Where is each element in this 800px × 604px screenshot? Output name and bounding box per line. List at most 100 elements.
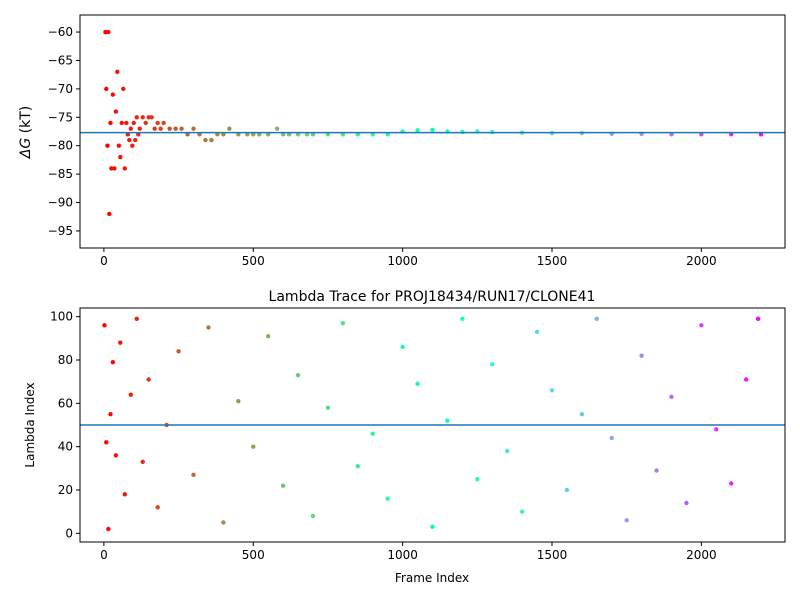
lambda-y-label: Lambda Index bbox=[23, 382, 37, 467]
delta-g-point bbox=[137, 126, 142, 131]
lambda-point bbox=[265, 333, 271, 339]
lambda-point bbox=[191, 472, 196, 478]
lambda-point bbox=[113, 453, 119, 458]
delta-g-point bbox=[106, 29, 111, 35]
lambda-point bbox=[475, 476, 480, 482]
lambda-point bbox=[519, 509, 525, 514]
delta-g-point bbox=[149, 115, 154, 120]
lambda-y-tick-label: 40 bbox=[58, 440, 73, 454]
delta-g-point bbox=[209, 137, 214, 143]
delta-g-point bbox=[121, 86, 126, 92]
lambda-plot-frame bbox=[79, 307, 786, 543]
lambda-y-tick-label: 20 bbox=[58, 483, 73, 497]
lambda-point bbox=[684, 500, 689, 506]
delta-g-point bbox=[127, 137, 132, 143]
delta-g-point bbox=[152, 126, 157, 131]
delta-g-x-tick-label: 1000 bbox=[387, 254, 418, 268]
delta-g-y-tick-label: −85 bbox=[48, 167, 73, 181]
lambda-point bbox=[714, 427, 719, 432]
delta-g-y-tick-label: −80 bbox=[48, 139, 73, 153]
delta-g-point bbox=[415, 128, 420, 133]
lambda-point bbox=[549, 388, 555, 393]
lambda-points bbox=[102, 316, 761, 532]
lambda-point bbox=[104, 440, 109, 445]
delta-g-y-axis: −60 −65 −70 −75 −80 −85 −90 −95 bbox=[48, 25, 80, 238]
lambda-point bbox=[221, 520, 226, 525]
delta-g-point bbox=[112, 166, 117, 171]
lambda-point bbox=[669, 394, 674, 400]
lambda-point bbox=[176, 349, 181, 354]
lambda-point bbox=[102, 323, 107, 328]
lambda-point bbox=[534, 329, 540, 335]
lambda-point bbox=[206, 325, 211, 330]
lambda-point bbox=[280, 483, 286, 488]
delta-g-y-label: ΔG (kT) bbox=[18, 106, 34, 159]
lambda-x-tick-label: 2000 bbox=[686, 548, 717, 562]
lambda-point bbox=[122, 492, 128, 497]
delta-g-y-tick-label: −65 bbox=[48, 53, 73, 67]
delta-g-point bbox=[122, 166, 128, 171]
lambda-point bbox=[490, 362, 495, 367]
delta-g-point bbox=[108, 120, 113, 126]
delta-g-point bbox=[133, 137, 138, 143]
delta-g-y-tick-label: −90 bbox=[48, 196, 73, 210]
lambda-point bbox=[743, 377, 749, 382]
delta-g-point bbox=[191, 126, 196, 131]
lambda-point bbox=[755, 316, 761, 322]
delta-g-point bbox=[158, 126, 163, 131]
delta-g-point bbox=[430, 127, 435, 132]
lambda-y-axis: 0 20 40 60 80 100 bbox=[50, 310, 80, 540]
delta-g-point bbox=[124, 120, 129, 126]
lambda-point bbox=[108, 411, 113, 417]
lambda-point bbox=[624, 518, 629, 523]
lambda-x-label: Frame Index bbox=[395, 571, 469, 585]
delta-g-point bbox=[104, 86, 109, 92]
lambda-point bbox=[110, 359, 116, 365]
delta-g-point bbox=[115, 69, 120, 75]
lambda-point bbox=[729, 481, 734, 486]
delta-g-point bbox=[134, 115, 139, 120]
lambda-point bbox=[699, 323, 704, 328]
lambda-title: Lambda Trace for PROJ18434/RUN17/CLONE41 bbox=[269, 289, 596, 305]
lambda-y-tick-label: 80 bbox=[58, 353, 73, 367]
lambda-x-tick-label: 0 bbox=[100, 548, 108, 562]
lambda-point bbox=[140, 459, 145, 465]
lambda-point bbox=[310, 513, 316, 519]
lambda-panel: Lambda Trace for PROJ18434/RUN17/CLONE41… bbox=[23, 289, 786, 585]
delta-g-plot-frame bbox=[79, 14, 786, 249]
lambda-point bbox=[106, 526, 111, 532]
lambda-x-tick-label: 1000 bbox=[387, 548, 418, 562]
delta-g-x-tick-label: 500 bbox=[242, 254, 265, 268]
lambda-point bbox=[340, 320, 346, 326]
lambda-x-axis: 0 500 1000 1500 2000 bbox=[100, 542, 717, 562]
lambda-point bbox=[146, 377, 151, 382]
lambda-point bbox=[385, 496, 390, 501]
lambda-point bbox=[654, 468, 659, 473]
lambda-point bbox=[236, 398, 241, 404]
lambda-point bbox=[325, 405, 331, 410]
delta-g-y-label-unit: (kT) bbox=[18, 106, 34, 134]
delta-g-panel: 0 500 1000 1500 2000 −60 −65 −70 −75 −80 −85 −90 −9… bbox=[18, 14, 786, 268]
delta-g-y-tick-label: −95 bbox=[48, 224, 73, 238]
delta-g-points bbox=[103, 29, 764, 217]
lambda-y-tick-label: 0 bbox=[65, 526, 73, 540]
lambda-point bbox=[155, 505, 160, 510]
lambda-x-tick-label: 1500 bbox=[537, 548, 568, 562]
lambda-point bbox=[415, 381, 420, 387]
lambda-x-tick-label: 500 bbox=[242, 548, 265, 562]
lambda-point bbox=[430, 524, 435, 530]
delta-g-point bbox=[131, 120, 136, 126]
delta-g-point bbox=[143, 120, 148, 126]
lambda-point bbox=[639, 353, 644, 358]
lambda-point bbox=[251, 444, 256, 449]
lambda-point bbox=[134, 316, 139, 322]
lambda-y-tick-label: 100 bbox=[50, 310, 73, 324]
delta-g-point bbox=[119, 120, 125, 126]
delta-g-x-tick-label: 2000 bbox=[686, 254, 717, 268]
delta-g-x-tick-label: 0 bbox=[100, 254, 108, 268]
delta-g-point bbox=[140, 115, 145, 120]
delta-g-y-tick-label: −75 bbox=[48, 110, 73, 124]
lambda-point bbox=[400, 344, 405, 350]
